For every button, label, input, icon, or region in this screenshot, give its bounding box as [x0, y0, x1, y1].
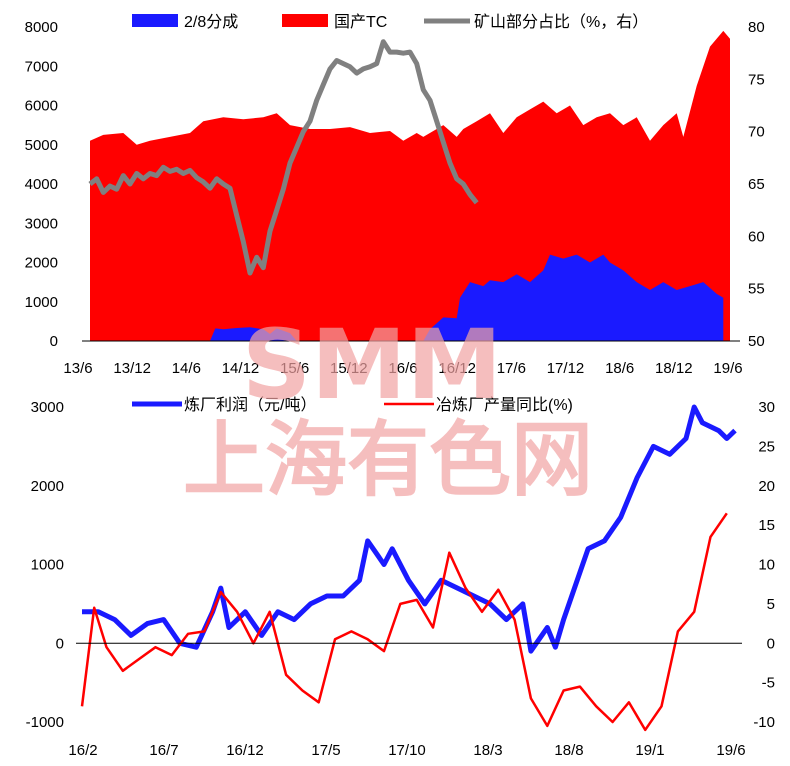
top-y-right-tick: 65 — [748, 176, 765, 193]
top-x-tick: 17/12 — [547, 360, 585, 377]
top-legend-label-2: 矿山部分占比（%，右） — [474, 13, 648, 31]
top-x-tick: 18/6 — [605, 360, 634, 377]
top-legend-label-1: 国产TC — [334, 13, 387, 31]
bottom-x-tick: 18/8 — [554, 742, 583, 759]
top-series-line-2 — [88, 39, 479, 276]
top-x-tick: 14/6 — [172, 360, 201, 377]
top-x-tick: 19/6 — [713, 360, 742, 377]
top-y-left-tick: 2000 — [25, 255, 58, 272]
top-x-tick: 15/6 — [280, 360, 309, 377]
top-y-left-tick: 7000 — [25, 58, 58, 75]
top-y-left-tick: 3000 — [25, 215, 58, 232]
top-y-right-tick: 75 — [748, 71, 765, 88]
top-x-tick: 15/12 — [330, 360, 368, 377]
bottom-x-tick: 19/6 — [716, 742, 745, 759]
top-y-left-tick: 5000 — [25, 137, 58, 154]
top-x-tick: 16/12 — [438, 360, 476, 377]
top-legend-swatch-0 — [132, 14, 178, 27]
top-y-left-tick: 4000 — [25, 176, 58, 193]
bottom-y-right-ticks: -10 -5 0 5 10 15 20 25 30 — [753, 399, 775, 731]
top-legend-swatch-1 — [282, 14, 328, 27]
top-y-left-tick: 0 — [50, 333, 58, 350]
top-y-left-tick: 6000 — [25, 98, 58, 115]
bottom-y-right-tick: 15 — [758, 517, 775, 534]
bottom-x-tick: 17/10 — [388, 742, 426, 759]
top-y-right-ticks: 50 55 60 65 70 75 80 — [748, 19, 765, 350]
bottom-chart: -1000 0 1000 2000 3000 -10 -5 0 5 10 15 20 25 30 16/… — [26, 396, 775, 759]
top-x-tick: 17/6 — [497, 360, 526, 377]
top-x-ticks: 13/6 13/12 14/6 14/12 15/6 15/12 16/6 16/12 17/6… — [63, 360, 742, 377]
bottom-y-left-tick: 2000 — [31, 478, 64, 495]
top-x-tick: 18/12 — [655, 360, 693, 377]
top-y-left-tick: 8000 — [25, 19, 58, 36]
bottom-y-left-tick: 1000 — [31, 557, 64, 574]
top-y-left-tick: 1000 — [25, 294, 58, 311]
bottom-legend-label-0: 炼厂利润（元/吨） — [184, 396, 316, 414]
top-legend: 2/8分成 国产TC 矿山部分占比（%，右） — [132, 13, 648, 31]
top-x-tick: 13/12 — [113, 360, 151, 377]
bottom-legend: 炼厂利润（元/吨） 冶炼厂产量同比(%) — [132, 396, 573, 414]
top-y-right-tick: 55 — [748, 281, 765, 298]
top-y-left-ticks: 0 1000 2000 3000 4000 5000 6000 7000 8000 — [25, 19, 58, 350]
top-plot-area — [88, 30, 730, 342]
top-y-right-tick: 70 — [748, 124, 765, 141]
bottom-y-left-ticks: -1000 0 1000 2000 3000 — [26, 399, 64, 731]
top-x-tick: 14/12 — [222, 360, 260, 377]
bottom-x-tick: 16/12 — [226, 742, 264, 759]
top-x-tick: 13/6 — [63, 360, 92, 377]
bottom-y-left-tick: 3000 — [31, 399, 64, 416]
bottom-legend-label-1: 冶炼厂产量同比(%) — [436, 396, 573, 414]
bottom-y-left-tick: 0 — [56, 635, 64, 652]
bottom-y-right-tick: -5 — [762, 675, 775, 692]
bottom-y-right-tick: 5 — [767, 596, 775, 613]
top-series-area-0 — [90, 254, 724, 341]
top-legend-label-0: 2/8分成 — [184, 13, 238, 31]
top-x-tick: 16/6 — [388, 360, 417, 377]
bottom-x-ticks: 16/2 16/7 16/12 17/5 17/10 18/3 18/8 19/1 19/6 — [68, 742, 745, 759]
watermark: SMM 上海有色网 — [183, 309, 593, 508]
bottom-x-tick: 16/7 — [149, 742, 178, 759]
bottom-series-line-1 — [80, 512, 728, 732]
bottom-y-right-tick: 0 — [767, 635, 775, 652]
bottom-y-right-tick: -10 — [753, 714, 775, 731]
top-y-right-tick: 60 — [748, 228, 765, 245]
bottom-y-left-tick: -1000 — [26, 714, 64, 731]
bottom-y-right-tick: 30 — [758, 399, 775, 416]
bottom-x-tick: 17/5 — [311, 742, 340, 759]
top-chart: 0 1000 2000 3000 4000 5000 6000 7000 8000 50 55 60… — [25, 13, 765, 377]
bottom-y-right-tick: 25 — [758, 438, 775, 455]
watermark-top: SMM — [242, 309, 502, 421]
bottom-x-tick: 19/1 — [635, 742, 664, 759]
bottom-plot-area — [80, 404, 737, 732]
watermark-bottom: 上海有色网 — [183, 413, 593, 508]
bottom-y-right-tick: 10 — [758, 557, 775, 574]
bottom-x-tick: 16/2 — [68, 742, 97, 759]
top-y-right-tick: 80 — [748, 19, 765, 36]
bottom-x-tick: 18/3 — [473, 742, 502, 759]
bottom-y-right-tick: 20 — [758, 478, 775, 495]
top-y-right-tick: 50 — [748, 333, 765, 350]
